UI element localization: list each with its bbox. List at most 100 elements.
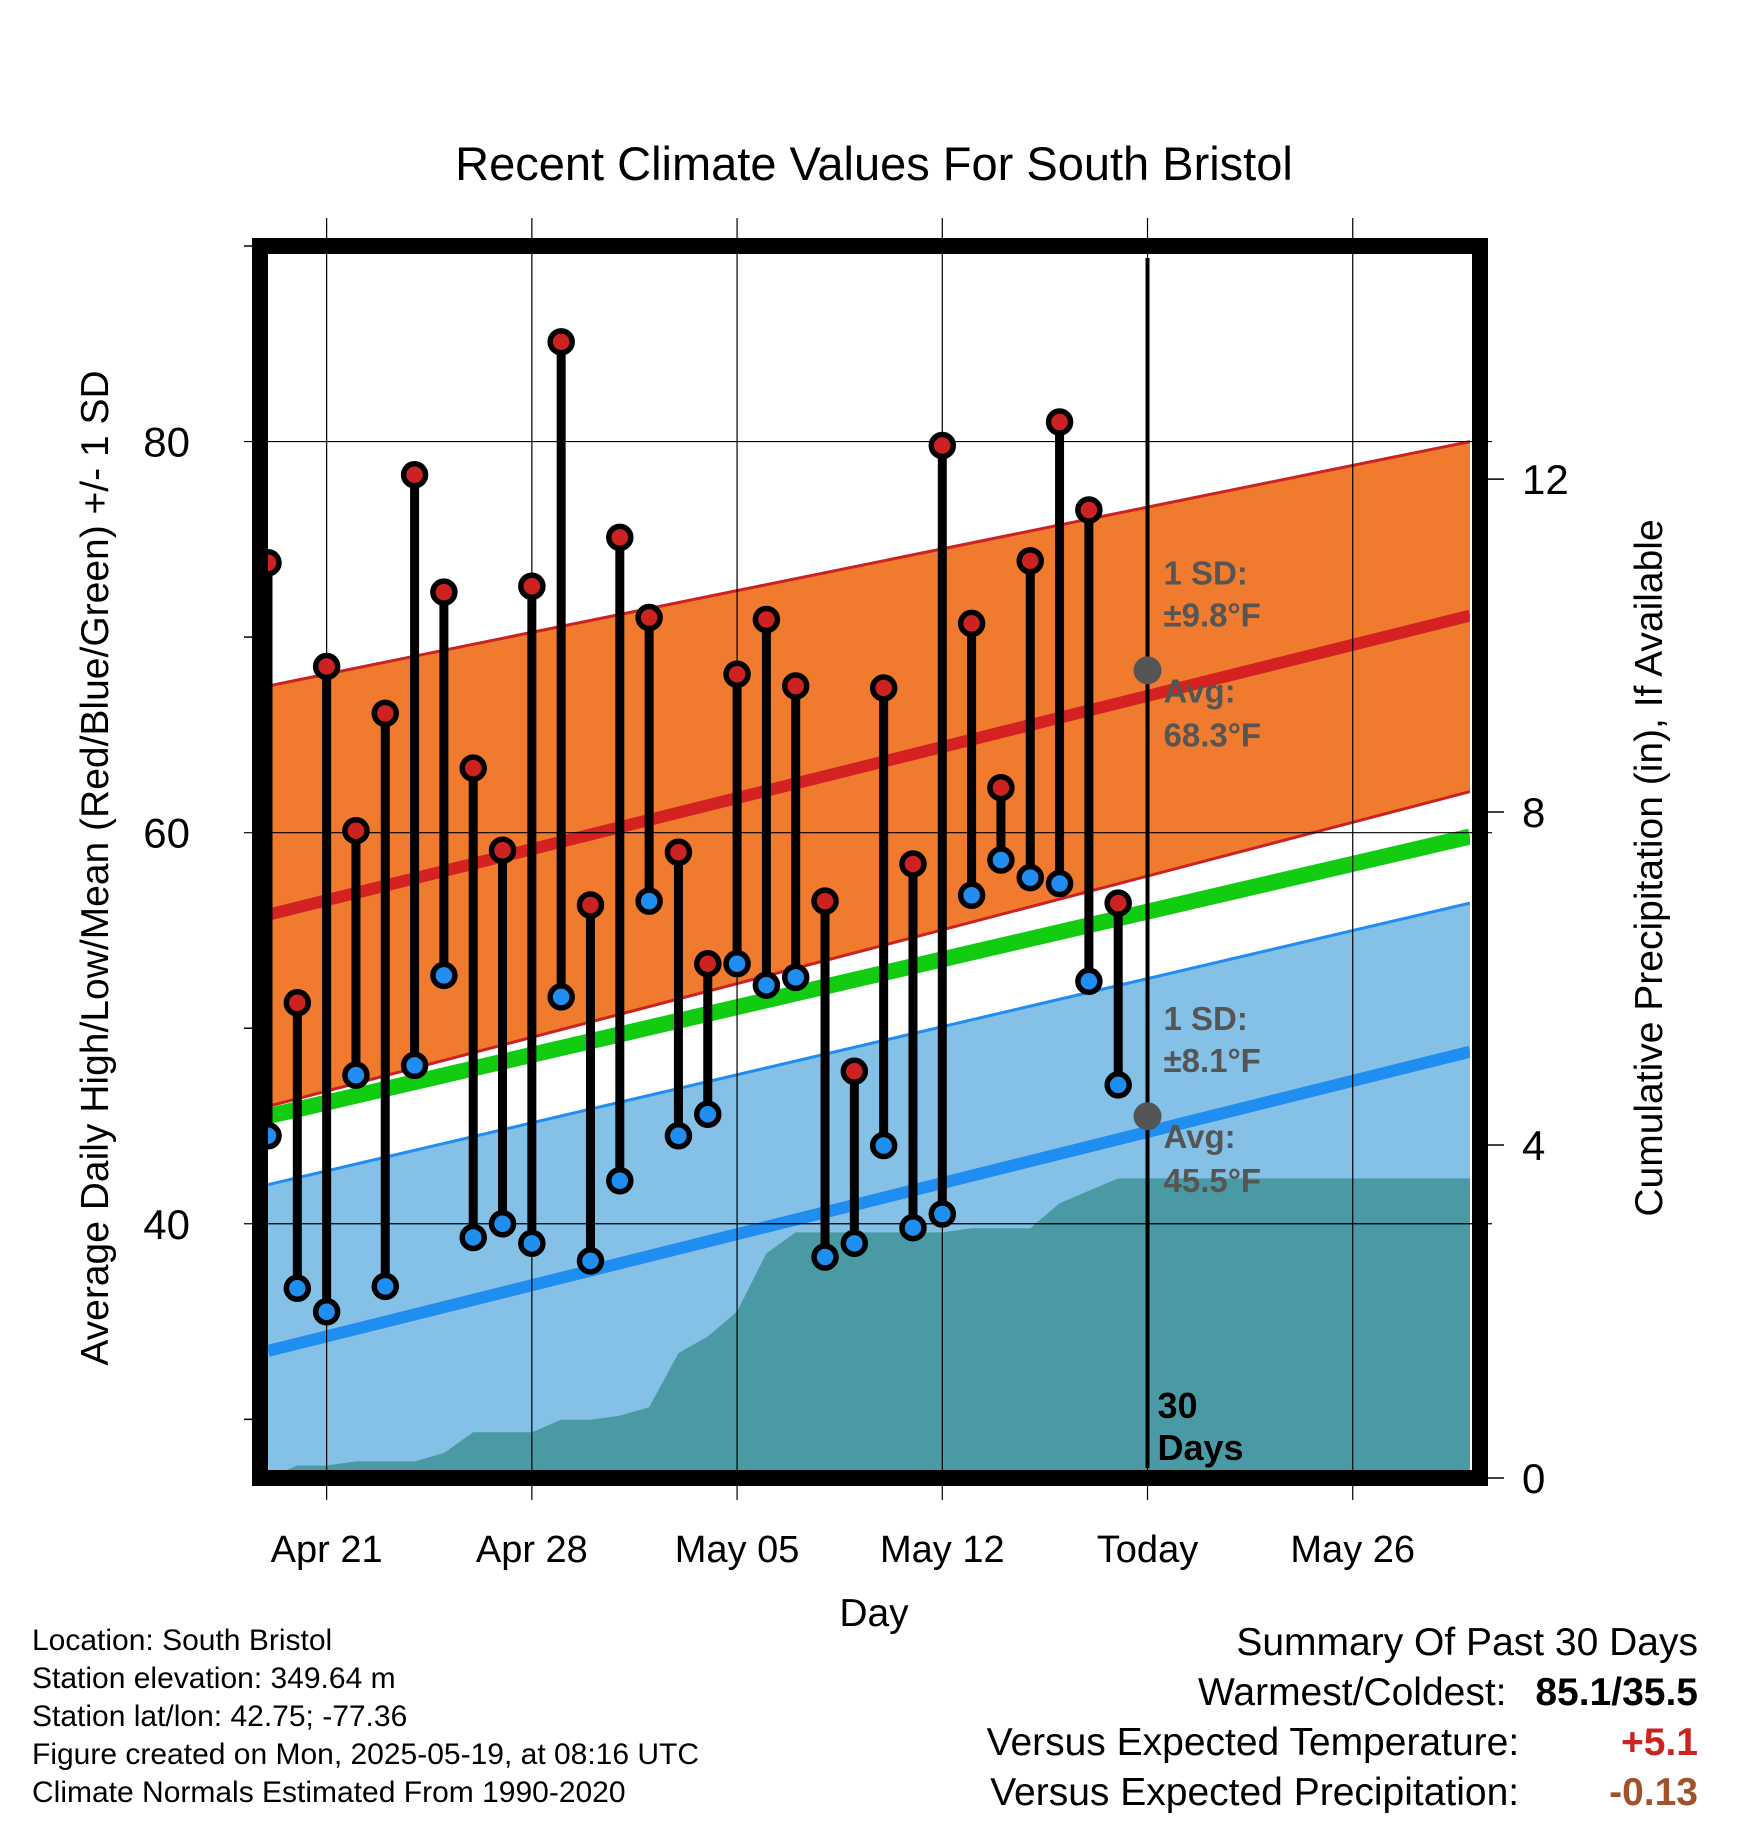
low-point — [635, 887, 663, 915]
high-band-upper-edge — [268, 440, 1470, 688]
low-point — [840, 1229, 869, 1258]
warmest-coldest-label: Warmest/Coldest: — [1198, 1671, 1507, 1714]
created-text: Figure created on Mon, 2025-05-19, at 08… — [32, 1738, 700, 1771]
x-tick-label: Apr 21 — [271, 1529, 383, 1571]
precip-anomaly-label: Versus Expected Precipitation: — [990, 1771, 1520, 1814]
low-point — [371, 1272, 400, 1301]
temp-anomaly-value: +5.1 — [1621, 1721, 1698, 1764]
high-point — [342, 816, 370, 845]
high-avg-line — [268, 609, 1470, 921]
sd-label: 1 SD: — [1164, 1000, 1248, 1037]
plot-area — [268, 440, 1470, 1478]
summary-title: Summary Of Past 30 Days — [1236, 1621, 1698, 1664]
low-band-upper-edge — [268, 901, 1470, 1187]
y-tick-label: 40 — [143, 1201, 190, 1248]
high-point — [635, 603, 663, 632]
high-point — [723, 660, 751, 689]
avg-value: 45.5°F — [1164, 1162, 1262, 1199]
high-point — [1104, 889, 1132, 917]
high-point — [430, 578, 458, 606]
mean-avg-line — [268, 828, 1470, 1125]
y2-tick-label: 12 — [1522, 456, 1569, 503]
low-point — [459, 1223, 487, 1252]
low-point — [576, 1247, 605, 1275]
high-point — [811, 887, 839, 915]
low-point — [488, 1210, 517, 1238]
low-point — [928, 1200, 957, 1228]
sd-value: ±9.8°F — [1164, 596, 1261, 633]
high-sd-band — [268, 441, 1470, 1107]
x-axis-label: Day — [839, 1592, 909, 1635]
high-point — [928, 431, 957, 460]
low-point — [723, 949, 751, 978]
latlon-text: Station lat/lon: 42.75; -77.36 — [32, 1700, 408, 1733]
x-tick-label: Today — [1097, 1529, 1198, 1571]
low-point — [1045, 869, 1074, 898]
low-avg-line — [268, 1045, 1470, 1357]
low-point — [430, 961, 458, 990]
high-point — [899, 850, 927, 878]
high-point — [781, 672, 810, 700]
y2-tick-label: 0 — [1522, 1455, 1545, 1502]
high-point — [488, 836, 517, 865]
low-point — [606, 1167, 634, 1195]
low-point — [694, 1100, 722, 1129]
y2-tick-label: 4 — [1522, 1122, 1545, 1169]
high-point — [752, 605, 781, 634]
summary-warmest-coldest: Warmest/Coldest: 85.1/35.5 — [987, 1668, 1698, 1718]
low-point — [811, 1243, 839, 1271]
high-point — [957, 609, 986, 638]
high-point — [694, 949, 722, 978]
summary-panel: Summary Of Past 30 Days Warmest/Coldest:… — [987, 1618, 1698, 1818]
temp-anomaly-label: Versus Expected Temperature: — [986, 1721, 1520, 1764]
chart-title: Recent Climate Values For South Bristol — [455, 137, 1293, 190]
low-point — [1075, 967, 1103, 996]
high-point — [1075, 496, 1103, 524]
low-point — [899, 1213, 927, 1242]
today-window-label: Days — [1158, 1427, 1244, 1468]
high-point — [312, 652, 341, 681]
low-point — [547, 983, 575, 1011]
x-tick-label: May 05 — [675, 1529, 800, 1571]
high-point — [547, 328, 575, 356]
low-point — [283, 1274, 312, 1303]
low-point — [1016, 863, 1044, 892]
sd-value: ±8.1°F — [1164, 1042, 1261, 1079]
high-point — [576, 891, 605, 919]
precipitation-area — [268, 1178, 1470, 1478]
sd-label: 1 SD: — [1164, 554, 1248, 591]
avg-label: Avg: — [1164, 672, 1236, 709]
low-point — [400, 1051, 429, 1080]
low-point — [781, 963, 810, 992]
high-point — [606, 523, 634, 552]
low-point — [664, 1122, 693, 1150]
low-point — [869, 1131, 898, 1160]
x-tick-label: May 12 — [880, 1529, 1005, 1571]
high-point — [400, 461, 429, 489]
y2-tick-label: 8 — [1522, 789, 1545, 836]
precip-anomaly-value: -0.13 — [1609, 1771, 1698, 1814]
high-point — [1016, 547, 1044, 575]
low-sd-band — [268, 903, 1470, 1478]
high-avg-today-marker — [1133, 656, 1162, 685]
avg-value: 68.3°F — [1164, 716, 1262, 753]
low-point — [1104, 1071, 1132, 1099]
high-point — [1045, 408, 1074, 436]
plot-frame — [252, 238, 1488, 1486]
x-tick-label: May 26 — [1290, 1529, 1415, 1571]
low-point — [518, 1229, 546, 1258]
low-avg-today-marker — [1133, 1102, 1162, 1131]
high-point — [664, 838, 693, 866]
summary-precip: Versus Expected Precipitation: -0.13 — [987, 1768, 1698, 1818]
y-axis-label: Average Daily High/Low/Mean (Red/Blue/Gr… — [74, 370, 117, 1365]
low-point — [752, 971, 781, 999]
low-point — [342, 1061, 370, 1089]
high-point — [459, 754, 487, 782]
high-point — [518, 572, 546, 601]
y-tick-label: 60 — [143, 810, 190, 857]
normals-text: Climate Normals Estimated From 1990-2020 — [32, 1776, 626, 1809]
elevation-text: Station elevation: 349.64 m — [32, 1662, 396, 1695]
location-text: Location: South Bristol — [32, 1624, 333, 1657]
today-window-label: 30 — [1158, 1385, 1198, 1426]
